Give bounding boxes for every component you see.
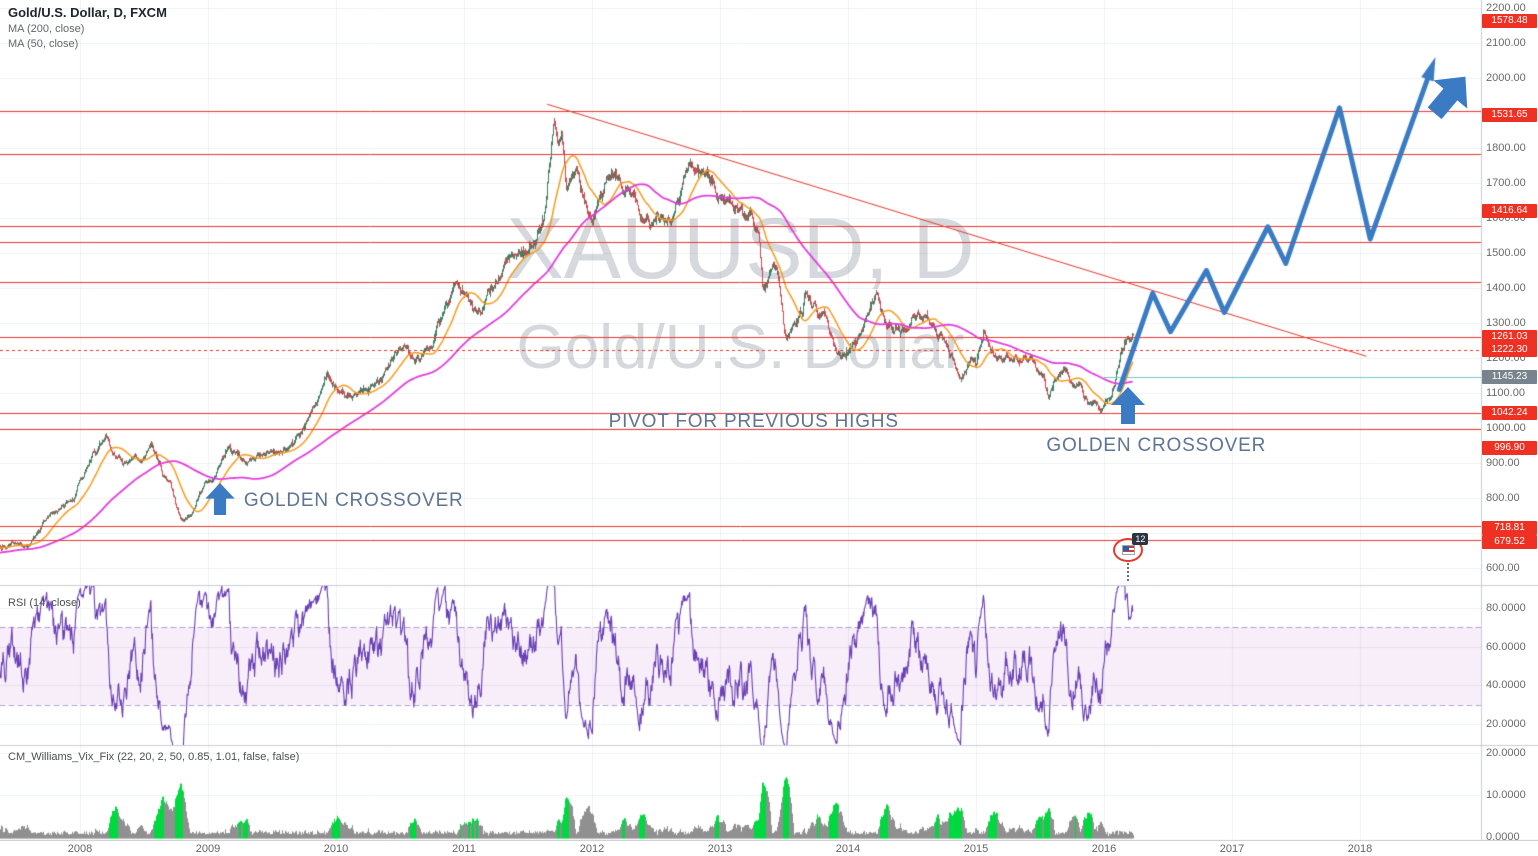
projection-arrow-icon[interactable] <box>1427 71 1472 124</box>
price-tick-label: 1700.00 <box>1486 177 1526 189</box>
price-line-label: 718.81 <box>1482 521 1537 536</box>
year-tick-label: 2008 <box>67 843 93 855</box>
price-line-label: 1416.64 <box>1482 204 1537 218</box>
vix-legend[interactable]: CM_Williams_Vix_Fix (22, 20, 2, 50, 0.85… <box>8 751 300 763</box>
flag-icon <box>1121 544 1135 555</box>
price-tick-label: 1000.00 <box>1486 422 1526 434</box>
price-tick-label: 2200.00 <box>1486 2 1526 14</box>
year-tick-label: 2009 <box>195 843 221 855</box>
text-annotation[interactable]: GOLDEN CROSSOVER <box>1046 435 1267 456</box>
price-line-label: 996.90 <box>1482 440 1537 455</box>
price-axis[interactable]: 2200.00 2100.00 2000.00 1800.00 1700.00 1600.… <box>1482 0 1538 843</box>
golden-cross-arrow-icon[interactable] <box>1111 387 1146 429</box>
idea-marker[interactable]: 12 <box>1113 532 1149 584</box>
year-tick-label: 2011 <box>452 843 476 855</box>
rsi-legend[interactable]: RSI (14, close) <box>8 597 81 609</box>
rsi-tick-label: 60.0000 <box>1486 640 1526 653</box>
price-line-label: 1042.24 <box>1482 406 1537 421</box>
ma50-legend-item[interactable]: MA (50, close) <box>8 38 79 50</box>
price-tick-label: 600.00 <box>1486 562 1520 574</box>
vix-tick-label: 0.0000 <box>1486 831 1520 843</box>
golden-cross-arrow-icon[interactable] <box>204 483 235 520</box>
rsi-tick-label: 40.0000 <box>1486 679 1526 692</box>
price-line-label: 1531.65 <box>1482 108 1537 123</box>
vix-tick-label: 20.0000 <box>1486 747 1526 759</box>
symbol-title[interactable]: Gold/U.S. Dollar, D, FXCM <box>8 5 167 20</box>
year-tick-label: 2016 <box>1091 843 1117 855</box>
price-tick-label: 1800.00 <box>1486 142 1526 154</box>
ma200-legend-item[interactable]: MA (200, close) <box>8 23 85 35</box>
price-line-label: 679.52 <box>1482 535 1537 550</box>
price-tick-label: 800.00 <box>1486 492 1520 504</box>
year-tick-label: 2010 <box>323 843 349 855</box>
price-line-label: 1261.03 <box>1482 329 1537 344</box>
price-tick-label: 1100.00 <box>1486 387 1525 399</box>
year-tick-label: 2013 <box>707 843 733 855</box>
year-tick-label: 2017 <box>1219 843 1245 855</box>
year-tick-label: 2015 <box>963 843 989 855</box>
text-annotation[interactable]: GOLDEN CROSSOVER <box>243 490 464 512</box>
price-tick-label: 1300.00 <box>1486 317 1526 329</box>
year-tick-label: 2012 <box>579 843 605 855</box>
year-tick-label: 2014 <box>835 843 861 855</box>
current-price-label: 1145.23 <box>1482 370 1537 385</box>
price-tick-label: 900.00 <box>1486 457 1520 469</box>
dotted-line <box>1127 562 1130 581</box>
rsi-tick-label: 20.0000 <box>1486 718 1526 730</box>
idea-count-badge: 12 <box>1132 532 1149 545</box>
price-tick-label: 1500.00 <box>1486 247 1526 259</box>
text-annotation[interactable]: PIVOT FOR PREVIOUS HIGHS <box>608 411 899 433</box>
price-tick-label: 2000.00 <box>1486 72 1526 84</box>
price-tick-label: 2100.00 <box>1486 37 1526 49</box>
price-line-label: 1578.48 <box>1482 13 1537 28</box>
time-axis[interactable]: 2008 2009 2010 2011 2012 2013 2014 2015 2016 2017… <box>0 841 1538 856</box>
vix-tick-label: 10.0000 <box>1486 789 1526 801</box>
price-tick-label: 1400.00 <box>1486 282 1526 294</box>
rsi-tick-label: 80.0000 <box>1486 602 1526 614</box>
year-tick-label: 2018 <box>1347 843 1373 855</box>
price-line-label: 1222.30 <box>1482 343 1537 358</box>
chart-legend: Gold/U.S. Dollar, D, FXCM MA (200, close… <box>8 5 167 50</box>
